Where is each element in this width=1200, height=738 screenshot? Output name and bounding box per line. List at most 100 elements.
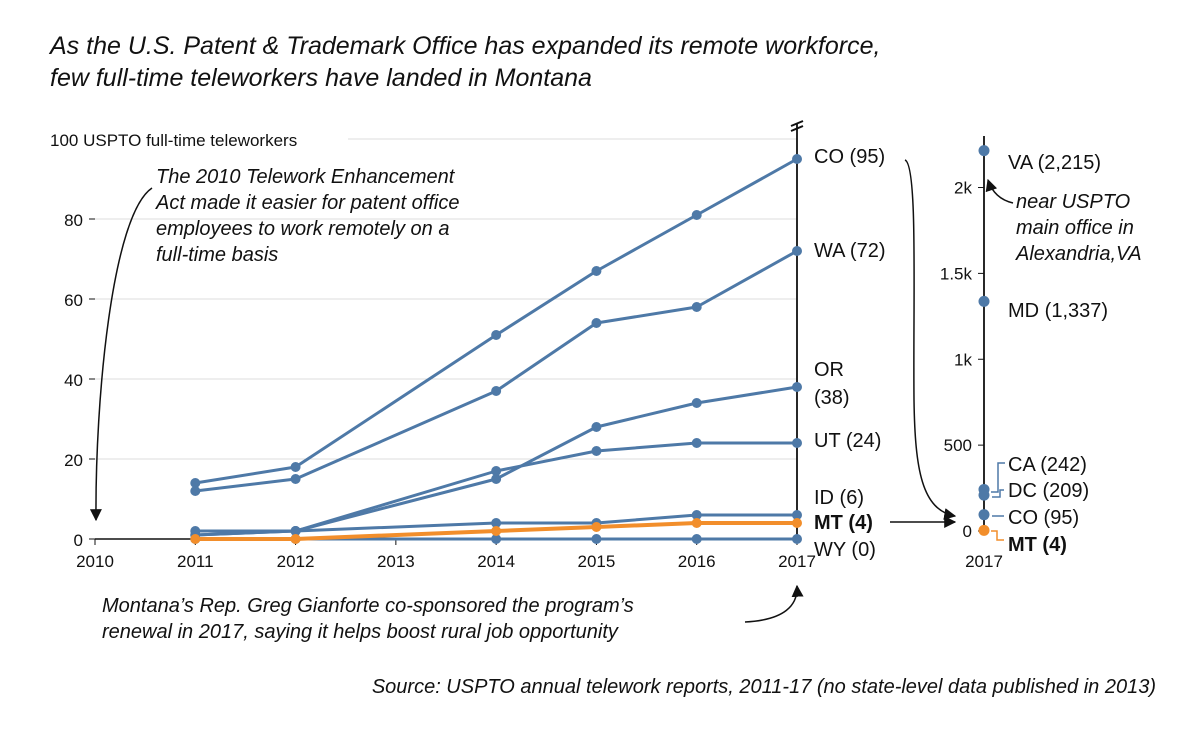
point-mt (491, 526, 502, 536)
co-connector-arrow (904, 159, 957, 520)
gianforte-arrow (744, 584, 804, 623)
point-or (591, 422, 602, 432)
point-wa (290, 474, 301, 484)
side-y-tick-label: 0 (963, 522, 972, 541)
series-line-or (195, 385, 798, 537)
point-wy (691, 534, 702, 544)
point-mt (691, 518, 702, 528)
point-mt (290, 534, 301, 544)
title-line-2: few full-time teleworkers have landed in… (50, 64, 592, 92)
side-y-tick-label: 2k (954, 179, 972, 198)
mt-leader (991, 530, 1004, 541)
x-tick-label: 2013 (377, 552, 415, 571)
y-tick-label: 80 (64, 211, 83, 230)
point-or (691, 398, 702, 408)
x-tick-label: 2016 (678, 552, 716, 571)
point-id (290, 526, 301, 536)
x-tick-label: 2014 (477, 552, 515, 571)
va-note-line-3: Alexandria,VA (1016, 243, 1142, 265)
point-co (591, 266, 602, 276)
point-co (691, 210, 702, 220)
point-ut (491, 466, 502, 476)
end-label-or-line-1: OR (814, 359, 844, 381)
point-mt (792, 518, 802, 528)
series-line-co (195, 157, 798, 485)
series-line-id (195, 513, 797, 533)
side-label-co: CO (95) (1008, 507, 1079, 529)
va-note-line-1: near USPTO (1016, 191, 1131, 213)
point-wa (591, 318, 602, 328)
act-line-2: Act made it easier for patent office (156, 192, 460, 214)
point-wy (491, 534, 502, 544)
point-co (792, 154, 802, 164)
x-tick-label: 2012 (277, 552, 315, 571)
point-id (792, 510, 802, 520)
y-tick-label: 60 (64, 291, 83, 310)
end-label-wa: WA (72) (814, 240, 886, 262)
act-annotation: The 2010 Telework Enhancement Act made i… (156, 164, 460, 268)
end-label-mt: MT (4) (814, 512, 873, 534)
ca-leader (991, 462, 1005, 493)
side-label-dc: DC (209) (1008, 480, 1089, 502)
point-ut (691, 438, 702, 448)
side-x-label: 2017 (965, 552, 1003, 571)
point-wa (190, 486, 201, 496)
end-label-co: CO (95) (814, 146, 885, 168)
point-id (691, 510, 702, 520)
va-note: near USPTO main office in Alexandria,VA (1016, 189, 1142, 267)
side-label-mt: MT (4) (1008, 534, 1067, 556)
point-id (190, 526, 201, 536)
y-axis-label: 100 USPTO full-time teleworkers (50, 131, 297, 150)
act-line-1: The 2010 Telework Enhancement (156, 166, 455, 188)
point-or (792, 382, 802, 392)
point-wa (691, 302, 702, 312)
point-co (290, 462, 301, 472)
side-point-va (978, 145, 990, 157)
dc-leader (992, 489, 1004, 498)
title-line-1: As the U.S. Patent & Trademark Office ha… (50, 32, 881, 60)
series-line-mt (195, 521, 797, 541)
side-label-md: MD (1,337) (1008, 300, 1108, 322)
side-point-co (978, 509, 990, 521)
side-point-dc (978, 489, 990, 501)
gianforte-line-1: Montana’s Rep. Greg Gianforte co-sponsor… (102, 595, 634, 617)
x-tick-label: 2011 (177, 552, 214, 571)
side-y-tick-label: 1k (954, 350, 972, 369)
point-id (491, 518, 502, 528)
end-label-wy: WY (0) (814, 539, 876, 561)
side-y-tick-label: 1.5k (940, 264, 973, 283)
act-line-4: full-time basis (156, 244, 279, 266)
gianforte-line-2: renewal in 2017, saying it helps boost r… (102, 621, 618, 643)
side-point-md (978, 295, 990, 307)
point-wa (491, 386, 502, 396)
axis-break-mark (790, 120, 804, 132)
act-arrow (89, 187, 153, 522)
point-wy (591, 534, 602, 544)
y-tick-label: 0 (74, 531, 83, 550)
point-or (491, 474, 502, 484)
point-mt (591, 522, 602, 532)
va-note-line-2: main office in (1016, 217, 1134, 239)
side-label-ca: CA (242) (1008, 454, 1087, 476)
side-y-tick-label: 500 (944, 436, 972, 455)
point-co (190, 478, 201, 488)
end-label-ut: UT (24) (814, 430, 881, 452)
act-line-3: employees to work remotely on a (156, 218, 450, 240)
point-ut (591, 446, 602, 456)
y-tick-label: 40 (64, 371, 83, 390)
x-tick-label: 2015 (578, 552, 616, 571)
chart-title: As the U.S. Patent & Trademark Office ha… (50, 30, 1050, 94)
point-wa (792, 246, 802, 256)
point-wy (792, 534, 802, 544)
end-label-or-line-2: (38) (814, 387, 850, 409)
side-point-mt (978, 524, 990, 536)
point-co (491, 330, 502, 340)
y-tick-label: 20 (64, 451, 83, 470)
va-note-arrow (985, 178, 1014, 204)
end-label-id: ID (6) (814, 487, 864, 509)
x-tick-label: 2010 (76, 552, 114, 571)
gianforte-annotation: Montana’s Rep. Greg Gianforte co-sponsor… (102, 593, 634, 645)
x-tick-label: 2017 (778, 552, 816, 571)
side-label-va: VA (2,215) (1008, 152, 1101, 174)
point-mt (190, 534, 201, 544)
